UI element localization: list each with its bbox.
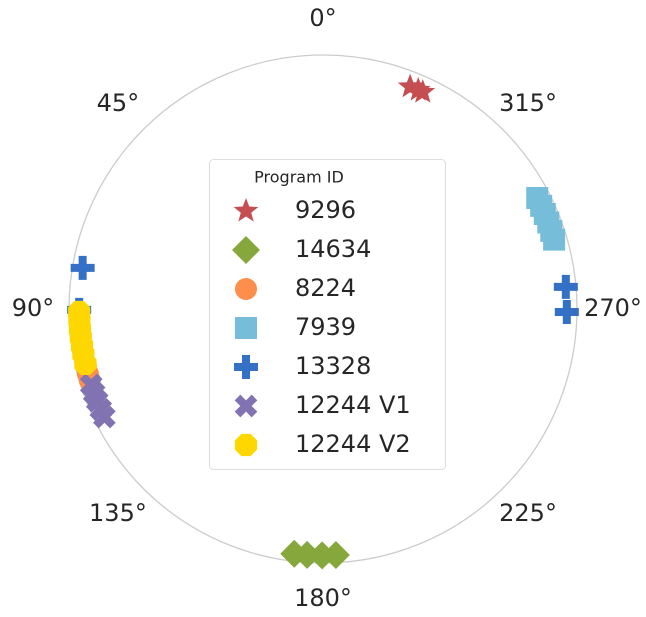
legend-marker	[233, 198, 259, 222]
legend-label: 12244 V1	[295, 391, 411, 419]
theta-tick-label: 225°	[499, 499, 557, 527]
theta-tick-label: 90°	[12, 294, 55, 322]
legend-label: 13328	[295, 352, 371, 380]
legend-title: Program ID	[254, 168, 344, 187]
legend-marker	[234, 394, 258, 418]
legend-label: 8224	[295, 274, 356, 302]
legend-label: 12244 V2	[295, 430, 411, 458]
point	[553, 274, 578, 299]
point	[93, 405, 116, 429]
point	[410, 79, 436, 103]
theta-tick-label: 315°	[499, 89, 557, 117]
point	[70, 255, 95, 280]
theta-tick-label: 45°	[97, 89, 140, 117]
point	[321, 541, 350, 570]
legend-marker	[235, 317, 257, 339]
legend-label: 14634	[295, 235, 371, 263]
legend-marker	[234, 355, 258, 379]
theta-tick-label: 270°	[584, 294, 642, 322]
points	[67, 73, 579, 570]
legend-box	[209, 159, 446, 470]
theta-tick-label: 0°	[309, 4, 336, 32]
theta-tick-label: 135°	[89, 499, 147, 527]
point	[74, 352, 97, 375]
point	[554, 299, 579, 324]
point	[543, 228, 566, 251]
legend-marker	[235, 278, 257, 300]
point	[293, 540, 322, 569]
legend-label: 9296	[295, 196, 356, 224]
legend-marker	[234, 433, 258, 457]
theta-tick-label: 180°	[294, 584, 352, 612]
legend-marker	[232, 236, 260, 264]
legend-label: 7939	[295, 313, 356, 341]
point	[397, 73, 423, 98]
